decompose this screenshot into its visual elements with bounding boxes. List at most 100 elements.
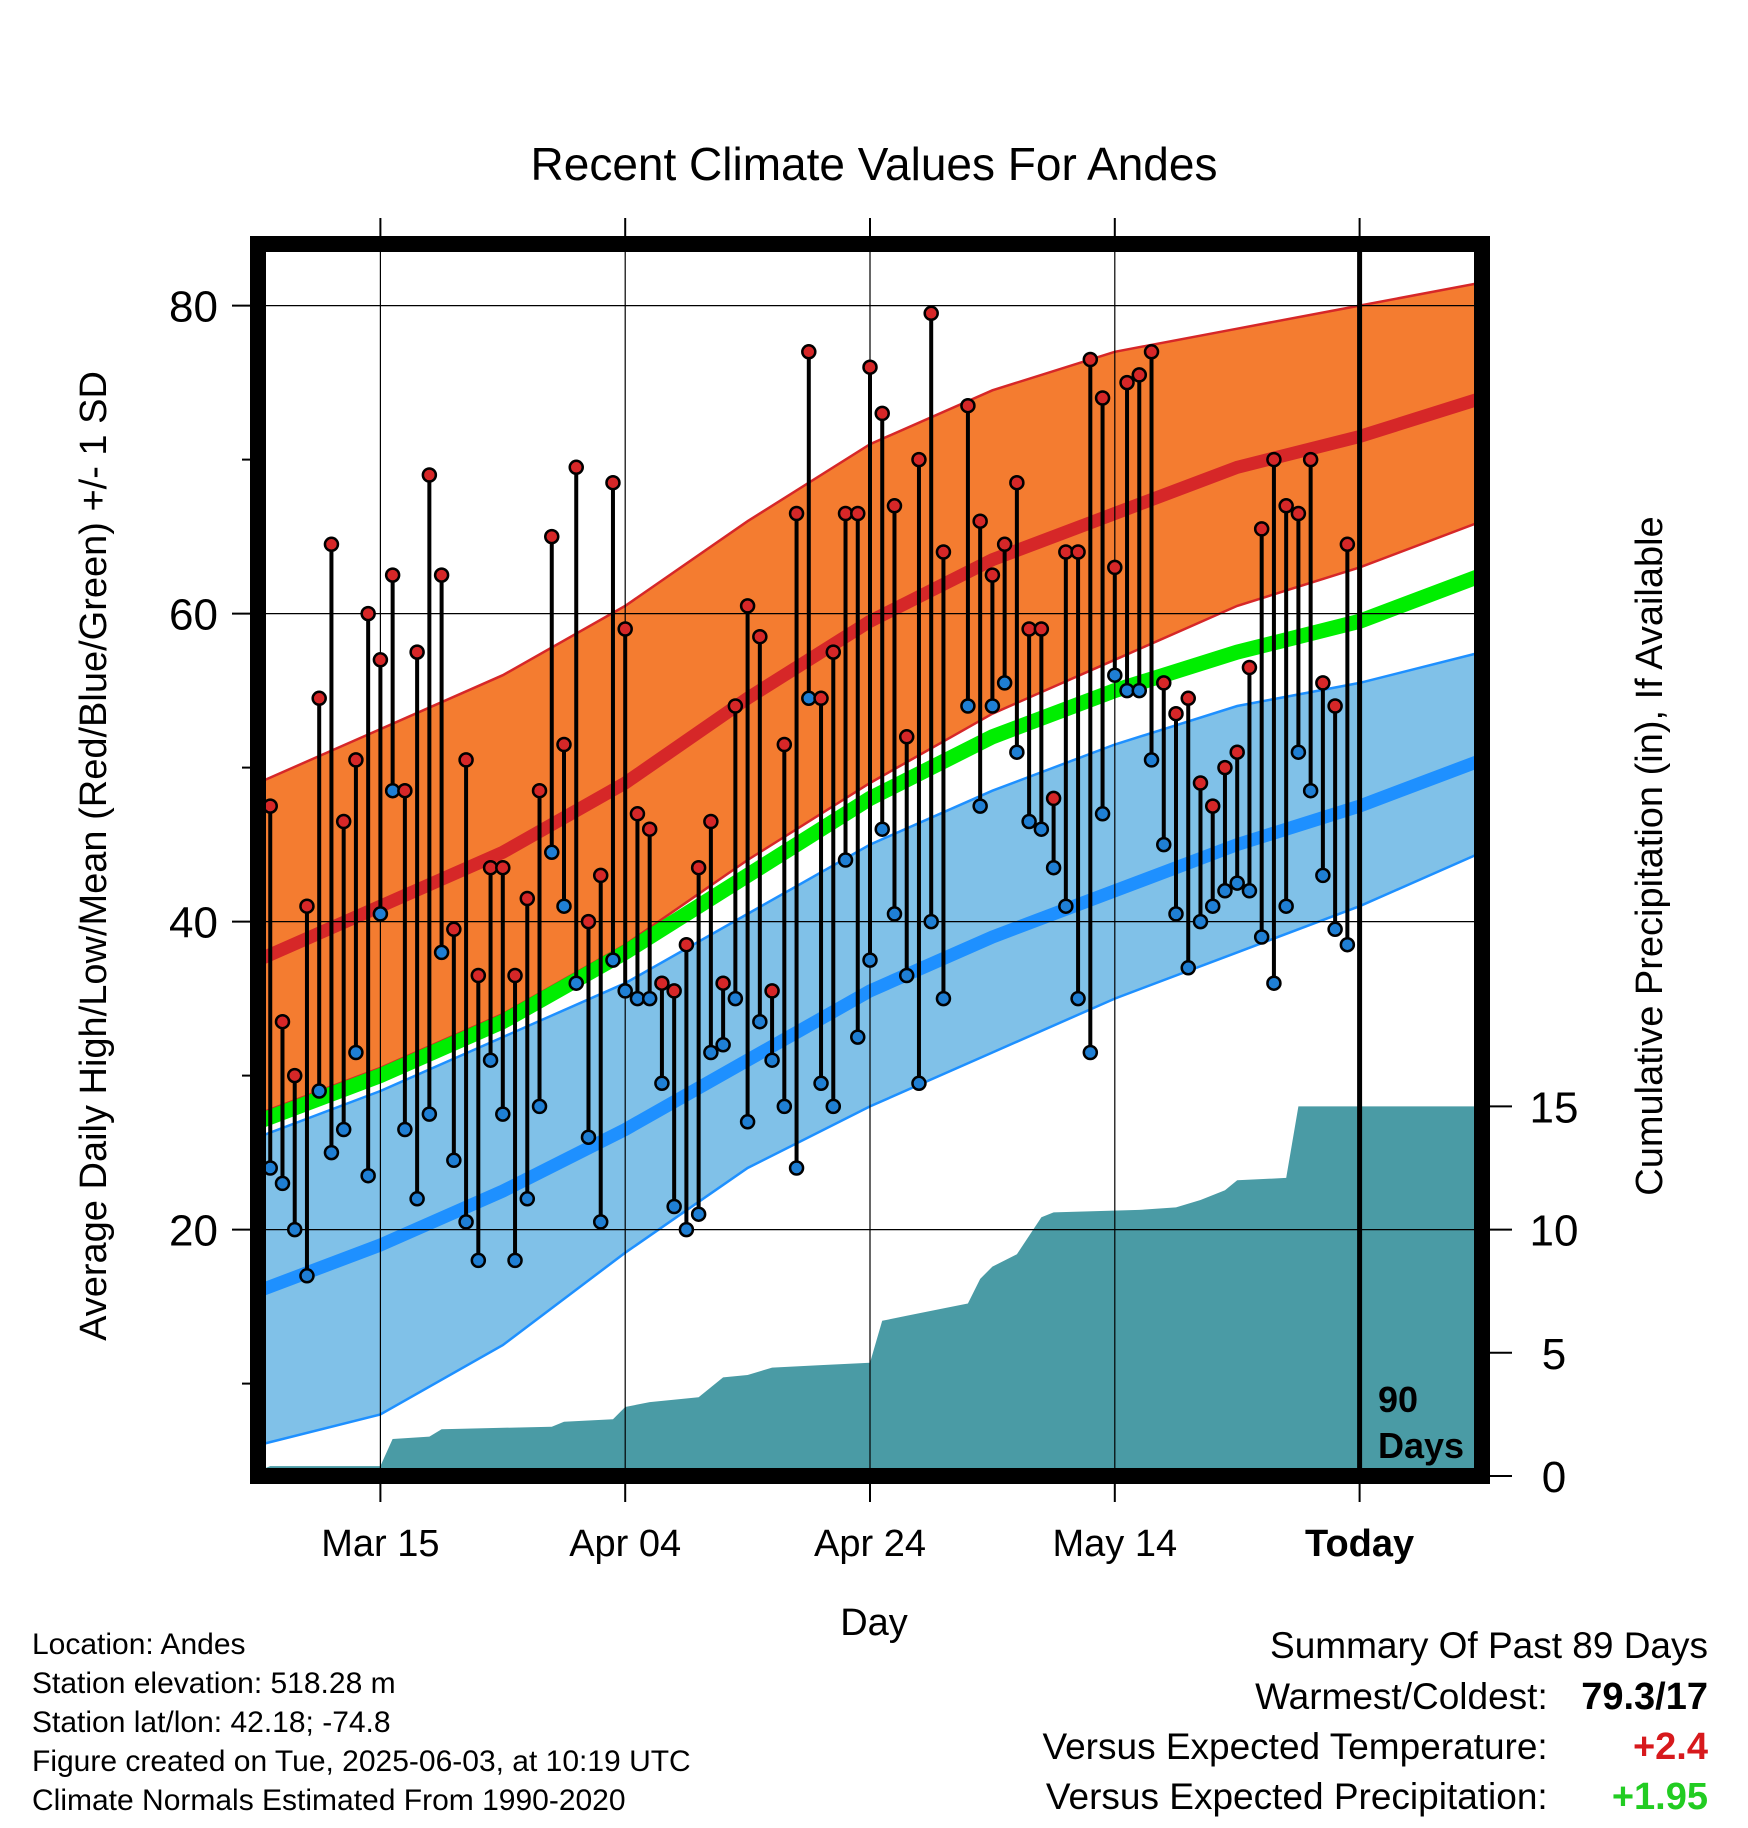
daily-low-point — [996, 675, 1013, 691]
today-label-line1: 90 — [1378, 1379, 1418, 1420]
x-tick-label: Mar 15 — [321, 1523, 439, 1565]
daily-low-point — [1327, 921, 1343, 938]
daily-high-point — [1143, 344, 1160, 360]
daily-high-point — [727, 698, 744, 714]
daily-low-point — [286, 1221, 303, 1238]
y-tick-label: 20 — [169, 1207, 218, 1256]
summary-warmest-coldest: Warmest/Coldest: 79.3/17 — [1042, 1672, 1708, 1722]
daily-low-point — [703, 1044, 719, 1061]
daily-low-point — [1033, 821, 1050, 837]
daily-high-point — [470, 967, 487, 984]
daily-low-point — [850, 1029, 866, 1045]
daily-high-point — [495, 859, 511, 876]
daily-low-point — [360, 1167, 376, 1184]
chart-title: Recent Climate Values For Andes — [531, 138, 1218, 190]
daily-high-point — [531, 782, 548, 799]
daily-low-point — [617, 983, 633, 999]
plot-clip-group — [258, 244, 1482, 1476]
daily-high-point — [1241, 659, 1258, 676]
daily-low-point — [348, 1044, 364, 1061]
daily-high-point — [666, 983, 682, 999]
precip-anomaly-value: +1.95 — [1611, 1776, 1708, 1818]
daily-low-point — [1339, 936, 1356, 953]
daily-high-point — [1033, 621, 1050, 637]
x-tick-label: May 14 — [1052, 1523, 1177, 1565]
daily-high-point — [1204, 798, 1221, 814]
daily-high-point — [703, 813, 719, 830]
daily-low-point — [433, 944, 450, 961]
daily-high-point — [898, 729, 915, 745]
daily-low-point — [372, 906, 389, 922]
daily-low-point — [1094, 806, 1111, 822]
daily-low-point — [421, 1106, 438, 1122]
daily-high-point — [1119, 374, 1135, 391]
daily-low-point — [776, 1098, 793, 1115]
daily-low-point — [837, 852, 854, 868]
daily-low-point — [752, 1013, 768, 1030]
daily-low-point — [874, 821, 890, 837]
elevation-text: Station elevation: 518.28 m — [32, 1667, 396, 1700]
daily-low-point — [1302, 782, 1319, 799]
daily-low-point — [1315, 867, 1331, 884]
daily-high-point — [850, 505, 866, 522]
daily-low-point — [1156, 836, 1172, 853]
daily-high-point — [1168, 705, 1184, 722]
daily-high-point — [605, 474, 621, 491]
daily-high-point — [690, 859, 707, 876]
daily-high-point — [715, 975, 731, 991]
warmest-coldest-value: 79.3/17 — [1581, 1676, 1708, 1718]
y2-axis-label: Cumulative Precipitation (in), If Availa… — [1629, 516, 1671, 1195]
y2-tick-label: 10 — [1530, 1207, 1579, 1256]
daily-low-point — [825, 1098, 842, 1115]
daily-high-point — [556, 736, 572, 753]
daily-low-point — [898, 967, 915, 984]
daily-high-point — [397, 782, 413, 799]
daily-low-point — [311, 1083, 327, 1099]
x-axis-label: Day — [840, 1602, 908, 1644]
y-axis-label: Average Daily High/Low/Mean (Red/Blue/Gr… — [73, 371, 115, 1341]
daily-low-point — [654, 1075, 670, 1092]
daily-low-point — [409, 1191, 425, 1207]
x-tick-label: Apr 04 — [569, 1523, 681, 1565]
daily-low-point — [1021, 813, 1037, 830]
daily-high-point — [984, 567, 1001, 583]
daily-low-point — [1045, 859, 1062, 876]
daily-high-point — [825, 644, 842, 660]
daily-high-point — [274, 1013, 291, 1030]
daily-high-point — [923, 305, 939, 322]
daily-high-point — [960, 397, 976, 414]
y2-tick-label: 5 — [1542, 1330, 1566, 1379]
daily-low-point — [568, 975, 584, 991]
daily-low-point — [556, 898, 572, 914]
daily-high-point — [654, 975, 670, 991]
daily-low-point — [678, 1221, 695, 1238]
daily-low-point — [446, 1152, 462, 1169]
daily-high-point — [617, 621, 633, 637]
daily-low-point — [1131, 682, 1148, 699]
daily-low-point — [984, 698, 1001, 714]
daily-low-point — [739, 1114, 756, 1130]
daily-high-point — [592, 867, 609, 884]
daily-high-point — [348, 752, 364, 768]
daily-high-point — [519, 890, 536, 907]
daily-low-point — [335, 1121, 352, 1138]
y-tick-label: 60 — [169, 591, 218, 640]
y2-tick-label: 15 — [1530, 1083, 1579, 1132]
daily-high-point — [1266, 451, 1282, 468]
station-info: Location: Andes Station elevation: 518.2… — [32, 1625, 691, 1820]
daily-high-point — [776, 736, 793, 753]
daily-low-point — [862, 952, 878, 968]
daily-low-point — [299, 1268, 315, 1284]
daily-low-point — [1241, 883, 1258, 899]
daily-high-point — [972, 513, 988, 529]
daily-low-point — [1290, 744, 1307, 760]
summary-precip-anomaly: Versus Expected Precipitation: +1.95 — [1042, 1772, 1708, 1822]
daily-low-point — [690, 1206, 707, 1222]
daily-high-point — [788, 505, 805, 522]
daily-low-point — [482, 1052, 499, 1068]
daily-low-point — [641, 990, 658, 1007]
daily-high-point — [360, 605, 376, 622]
plot-frame — [250, 236, 1490, 1484]
daily-high-point — [568, 459, 584, 476]
